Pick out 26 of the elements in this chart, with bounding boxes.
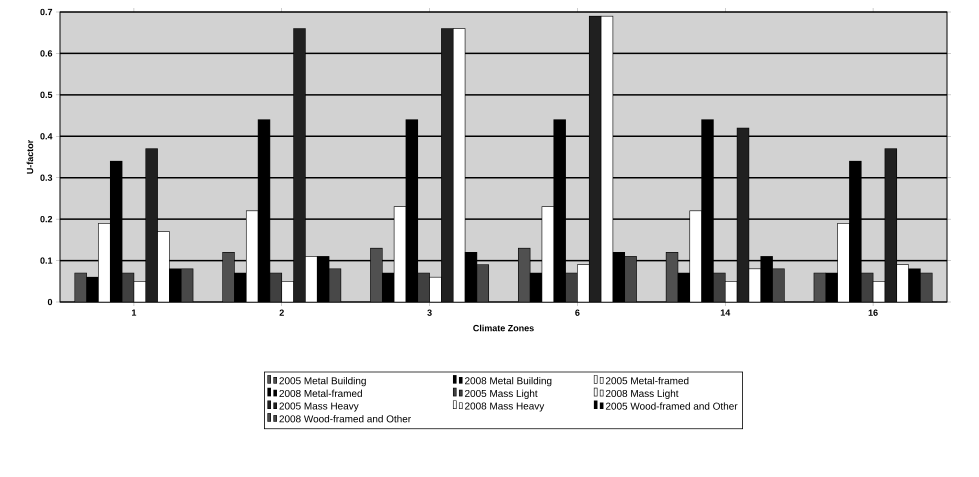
legend-label: 2005 Mass Light (465, 390, 538, 399)
legend-label: 2005 Metal-framed (606, 376, 688, 384)
x-tick-label: 6 (575, 310, 580, 316)
legend-label: 2005 Metal Building (279, 376, 366, 386)
y-tick-label: 0.2 (40, 216, 52, 222)
y-tick-label: 0.4 (40, 133, 52, 140)
legend-label: 2008 Metal-framed (279, 390, 362, 397)
x-tick-label: 3 (427, 310, 432, 316)
x-tick-label: 2 (280, 310, 284, 316)
legend-label: 2008 Metal Building (465, 376, 552, 386)
y-tick-label: 0.1 (40, 257, 52, 264)
y-tick-label: 0.5 (40, 92, 52, 98)
x-tick-label: 1 (132, 310, 136, 316)
y-tick-label: 0.6 (40, 50, 52, 57)
y-tick-label: 0.7 (40, 8, 52, 16)
legend-label: 2008 Wood-framed and Other (279, 415, 411, 422)
legend-label: 2005 Wood-framed and Other (606, 402, 738, 410)
legend-label: 2008 Mass Heavy (465, 402, 544, 412)
x-tick-label: 14 (720, 310, 730, 316)
y-tick-label: 0 (48, 298, 52, 306)
legend-label: 2008 Mass Light (606, 390, 678, 399)
y-tick-label: 0.3 (40, 174, 52, 181)
legend-label: 2005 Mass Heavy (279, 402, 359, 412)
y-axis-title: U-factor (26, 140, 34, 174)
x-axis-title: Climate Zones (473, 324, 534, 332)
x-tick-label: 16 (868, 310, 878, 316)
